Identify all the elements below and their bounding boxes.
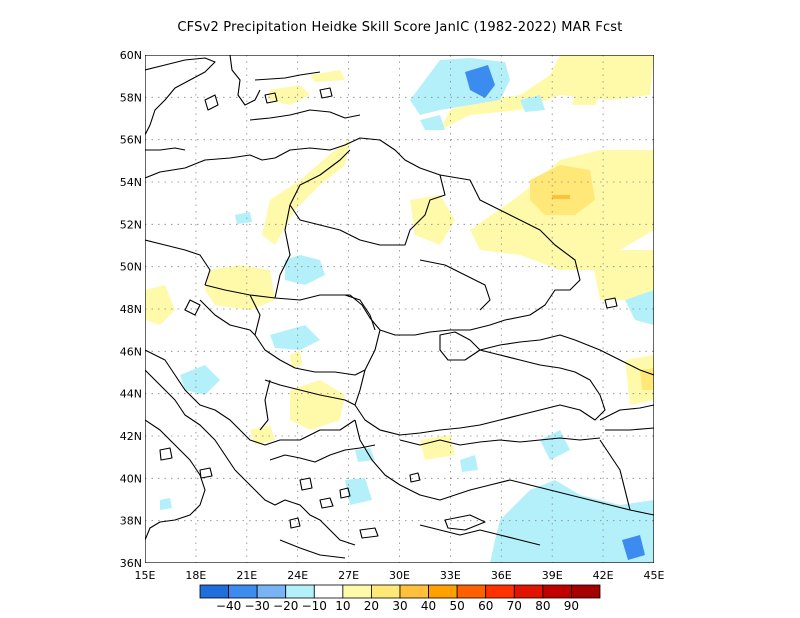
colorbar-swatch xyxy=(256,584,287,599)
negative-skill-fill xyxy=(160,58,654,563)
colorbar-swatch xyxy=(456,584,487,599)
coastlines-borders xyxy=(145,55,654,559)
gridlines xyxy=(145,55,654,563)
lon-tick-label: 24E xyxy=(287,569,308,582)
lon-tick-label: 36E xyxy=(491,569,512,582)
lat-tick-label: 40N xyxy=(120,472,142,485)
higher-skill-fill xyxy=(552,195,570,199)
lat-tick-label: 44N xyxy=(120,388,142,401)
lat-tick-label: 38N xyxy=(120,515,142,528)
colorbar-label: 20 xyxy=(364,599,379,613)
lon-tick-label: 21E xyxy=(236,569,257,582)
lat-tick-label: 46N xyxy=(120,345,142,358)
colorbar-label: 80 xyxy=(535,599,550,613)
colorbar-label: 30 xyxy=(392,599,407,613)
lat-tick-label: 48N xyxy=(120,303,142,316)
lon-tick-label: 30E xyxy=(389,569,410,582)
colorbar-swatch xyxy=(371,584,401,599)
colorbar-swatch xyxy=(485,584,515,599)
colorbar-swatch xyxy=(571,584,601,599)
colorbar: −40 −30 −20 −10 10 20 30 40 50 60 70 80 90 xyxy=(199,584,601,613)
colorbar-label: −20 xyxy=(273,599,298,613)
lat-tick-label: 58N xyxy=(120,91,142,104)
colorbar-label: 90 xyxy=(564,599,579,613)
lat-tick-label: 42N xyxy=(120,430,142,443)
colorbar-label: 70 xyxy=(507,599,522,613)
map-plot-area xyxy=(145,55,654,563)
lower-skill-fill xyxy=(465,65,645,560)
lon-tick-label: 39E xyxy=(542,569,563,582)
lon-tick-label: 45E xyxy=(644,569,665,582)
lat-tick-label: 56N xyxy=(120,134,142,147)
lon-tick-label: 15E xyxy=(135,569,156,582)
colorbar-label: −30 xyxy=(244,599,269,613)
colorbar-swatch xyxy=(228,584,258,599)
colorbar-label: 50 xyxy=(450,599,465,613)
lon-tick-label: 33E xyxy=(440,569,461,582)
positive-skill-fill xyxy=(145,55,654,460)
colorbar-label: 40 xyxy=(421,599,436,613)
colorbar-swatch xyxy=(285,584,315,599)
chart-title: CFSv2 Precipitation Heidke Skill Score J… xyxy=(177,20,623,35)
colorbar-swatch xyxy=(199,584,229,599)
lat-tick-label: 50N xyxy=(120,261,142,274)
lon-tick-label: 18E xyxy=(185,569,206,582)
colorbar-swatch xyxy=(313,584,344,599)
lat-tick-label: 60N xyxy=(120,49,142,62)
lon-tick-label: 42E xyxy=(593,569,614,582)
lon-tick-label: 27E xyxy=(338,569,359,582)
colorbar-label: 10 xyxy=(335,599,350,613)
colorbar-label: −10 xyxy=(302,599,327,613)
colorbar-label: 60 xyxy=(478,599,493,613)
lat-tick-label: 54N xyxy=(120,176,142,189)
lat-tick-label: 36N xyxy=(120,557,142,570)
latitude-labels: 60N 58N 56N 54N 52N 50N 48N 46N 44N 42N 40N 38N 36N xyxy=(120,49,142,570)
colorbar-label: −40 xyxy=(216,599,241,613)
colorbar-swatch xyxy=(399,584,429,599)
colorbar-swatch xyxy=(428,584,458,599)
colorbar-swatch xyxy=(542,584,572,599)
colorbar-swatch xyxy=(342,584,372,599)
longitude-labels: 15E 18E 21E 24E 27E 30E 33E 36E 39E 42E 45E xyxy=(135,569,665,582)
lat-tick-label: 52N xyxy=(120,218,142,231)
colorbar-swatch xyxy=(513,584,544,599)
